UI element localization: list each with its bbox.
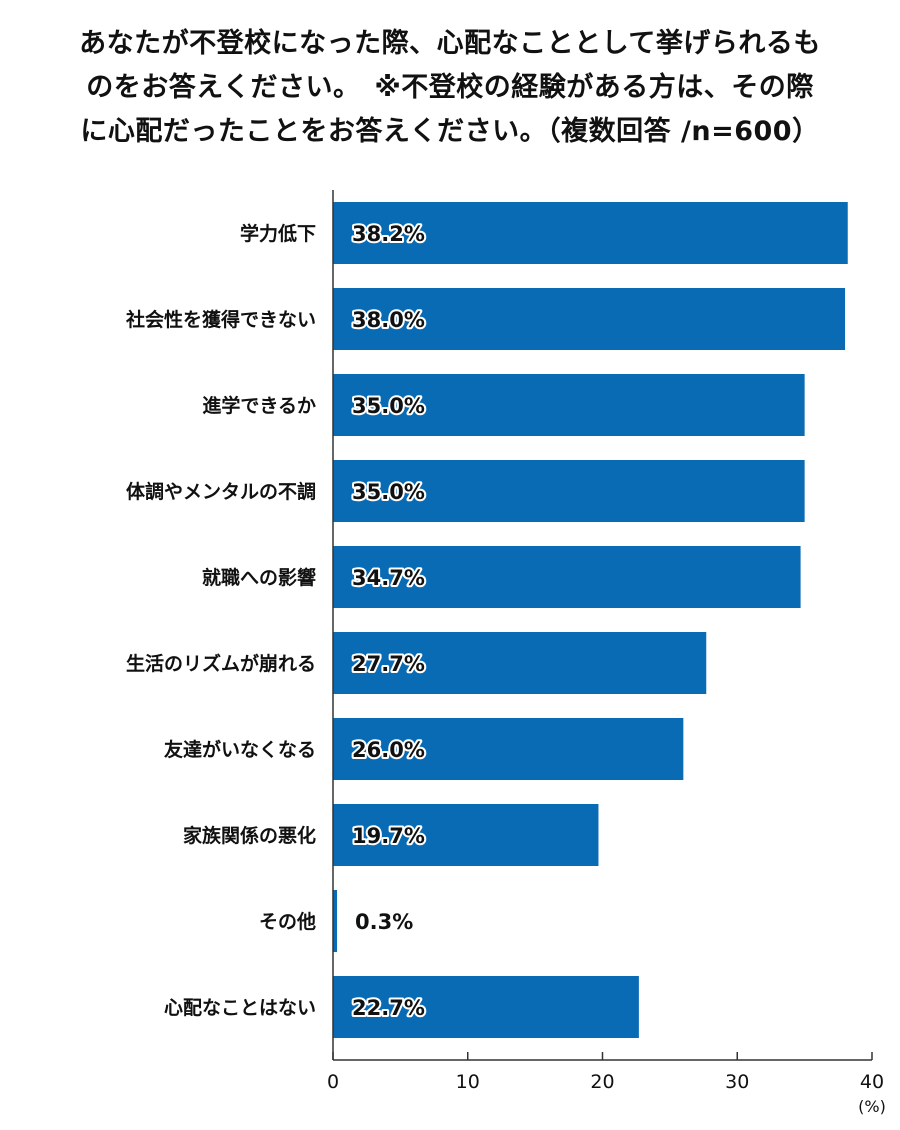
category-label-2: 進学できるか	[202, 394, 316, 417]
bar-8	[333, 890, 338, 952]
bar-5	[333, 632, 707, 694]
x-tick-label-0: 0	[327, 1071, 339, 1093]
bar-3	[333, 460, 805, 522]
value-label-9: 22.7%	[352, 996, 425, 1020]
chart-title: あなたが不登校になった際、心配なこととして挙げられるも のをお答えください。 ※…	[10, 22, 890, 154]
x-tick-label-1: 10	[456, 1071, 480, 1093]
value-label-5: 27.7%	[352, 652, 425, 676]
title-line-2: のをお答えください。 ※不登校の経験がある方は、その際	[86, 72, 814, 103]
value-label-4: 34.7%	[352, 566, 425, 590]
category-label-3: 体調やメンタルの不調	[126, 480, 316, 503]
bar-7	[333, 804, 599, 866]
x-tick-label-2: 20	[590, 1071, 614, 1093]
category-label-5: 生活のリズムが崩れる	[126, 652, 316, 675]
bar-1	[333, 288, 846, 350]
category-label-7: 家族関係の悪化	[183, 824, 316, 847]
value-label-6: 26.0%	[352, 738, 425, 762]
value-label-1: 38.0%	[352, 308, 425, 332]
bar-9	[333, 976, 639, 1038]
x-unit-label: (%)	[858, 1097, 886, 1116]
value-label-3: 35.0%	[352, 480, 425, 504]
value-label-8: 0.3%	[355, 910, 413, 934]
value-label-7: 19.7%	[352, 824, 425, 848]
category-label-8: その他	[259, 910, 316, 933]
title-line-3: に心配だったことをお答えください。（複数回答 /n=600）	[80, 116, 820, 147]
value-label-0: 38.2%	[352, 222, 425, 246]
category-label-6: 友達がいなくなる	[164, 738, 316, 761]
bar-0	[333, 202, 848, 264]
category-label-4: 就職への影響	[202, 566, 316, 589]
category-label-1: 社会性を獲得できない	[125, 308, 316, 331]
category-label-9: 心配なことはない	[164, 997, 316, 1019]
x-tick-label-3: 30	[725, 1071, 749, 1093]
value-label-2: 35.0%	[352, 394, 425, 418]
bar-4	[333, 546, 801, 608]
bar-2	[333, 374, 805, 436]
title-line-1: あなたが不登校になった際、心配なこととして挙げられるも	[79, 28, 821, 59]
bar-6	[333, 718, 684, 780]
x-tick-label-4: 40	[860, 1071, 884, 1093]
category-label-0: 学力低下	[240, 222, 316, 245]
